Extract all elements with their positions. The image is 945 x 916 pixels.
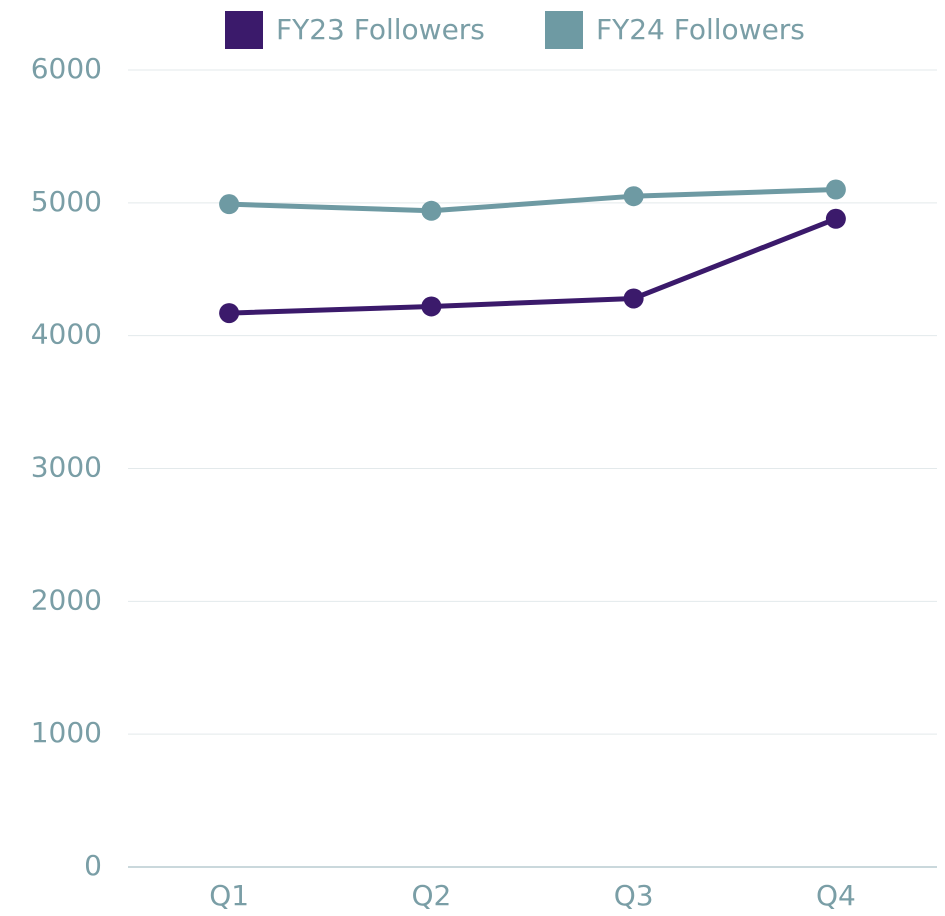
series-line xyxy=(229,216,837,316)
y-tick-label: 1000 xyxy=(31,716,102,749)
data-point xyxy=(421,200,442,221)
data-point xyxy=(825,179,846,200)
legend-swatch xyxy=(225,11,263,49)
data-point xyxy=(219,303,240,324)
data-point xyxy=(623,288,644,309)
x-tick-label: Q4 xyxy=(816,879,856,912)
data-point xyxy=(219,194,240,215)
x-tick-label: Q3 xyxy=(614,879,654,912)
y-tick-label: 3000 xyxy=(31,451,102,484)
y-tick-label: 0 xyxy=(84,849,102,882)
y-tick-label: 4000 xyxy=(31,318,102,351)
y-tick-label: 6000 xyxy=(31,52,102,85)
legend-label: FY23 Followers xyxy=(276,13,485,46)
data-point xyxy=(825,208,846,229)
legend-label: FY24 Followers xyxy=(596,13,805,46)
data-point xyxy=(623,186,644,207)
data-point xyxy=(421,296,442,317)
y-tick-label: 5000 xyxy=(31,185,102,218)
y-tick-label: 2000 xyxy=(31,583,102,616)
x-tick-label: Q2 xyxy=(411,879,451,912)
x-tick-label: Q1 xyxy=(209,879,249,912)
series-line xyxy=(229,187,836,214)
legend-swatch xyxy=(545,11,583,49)
